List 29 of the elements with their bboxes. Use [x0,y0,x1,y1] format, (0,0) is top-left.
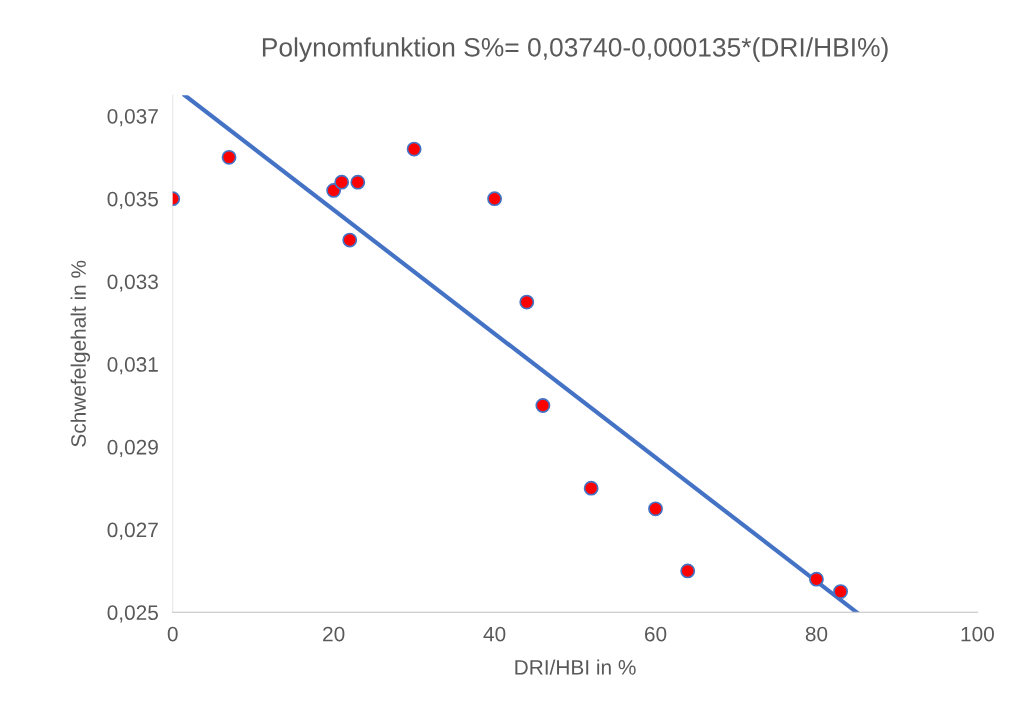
chart-title: Polynomfunktion S%= 0,03740-0,000135*(DRI/HBI%) [262,37,888,62]
x-tick-label: 20 [323,626,345,642]
y-tick-label: 0,029 [107,439,158,458]
y-tick-label: 0,025 [107,605,158,623]
point [680,563,696,579]
y-tick-label: 0,031 [107,357,158,375]
point [519,294,535,310]
y-tick-label: 0,035 [107,191,158,209]
point [342,232,358,248]
point [583,480,599,496]
point [350,174,366,190]
point [809,571,824,587]
x-tick-label: 40 [483,626,506,642]
x-tick-label: 60 [645,626,667,642]
point [487,191,503,207]
point [406,141,422,157]
point [334,174,350,190]
y-tick-label: 0,027 [107,522,158,540]
x-tick-label: 80 [805,626,828,642]
y-axis-title: Schwefelgehalt in % [70,260,91,447]
point [833,584,849,600]
point [535,398,551,413]
x-tick-label: 100 [961,626,994,642]
point [648,501,663,517]
x-axis-title: DRI/HBI in % [515,659,636,675]
y-tick-label: 0,037 [107,108,158,127]
y-tick-label: 0,033 [107,274,158,292]
x-tick-label: 0 [167,626,178,642]
point [221,149,237,165]
